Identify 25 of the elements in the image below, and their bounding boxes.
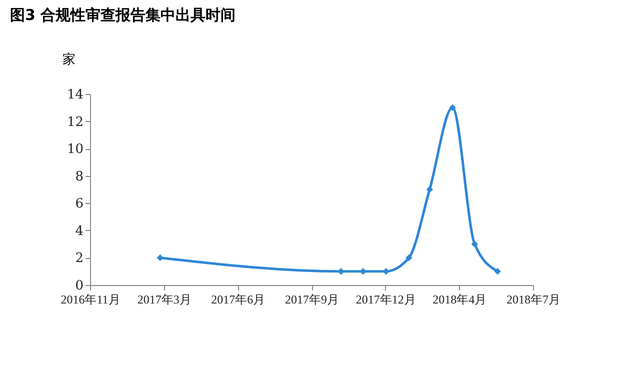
y-tick-label: 0 <box>75 278 84 294</box>
chart-title: 图3 合规性审查报告集中出具时间 <box>10 6 236 24</box>
x-tick-label: 2017年6月 <box>211 292 266 306</box>
y-tick-label: 2 <box>75 251 84 266</box>
point <box>471 240 478 248</box>
x-tick-label: 2016年11月 <box>60 292 120 306</box>
x-tick-label: 2018年7月 <box>506 292 560 306</box>
point <box>382 268 390 275</box>
y-tick-label: 8 <box>75 169 84 184</box>
x-tick-label: 2018年4月 <box>432 292 487 306</box>
x-tick-label: 2017年3月 <box>137 292 192 306</box>
point <box>156 254 164 262</box>
y-tick-label: 14 <box>66 88 84 102</box>
y-tick-label: 6 <box>75 196 84 212</box>
y-tick-label: 12 <box>66 114 84 130</box>
y-axis-title: 家 <box>62 52 76 68</box>
point <box>338 268 344 275</box>
y-tick-label: 4 <box>75 224 84 239</box>
y-tick-label: 10 <box>66 142 84 158</box>
point <box>494 268 501 275</box>
x-tick-label: 2017年12月 <box>356 292 416 306</box>
x-tick-label: 2017年9月 <box>285 292 339 306</box>
point <box>426 186 433 193</box>
point <box>449 104 456 111</box>
point <box>406 254 412 262</box>
